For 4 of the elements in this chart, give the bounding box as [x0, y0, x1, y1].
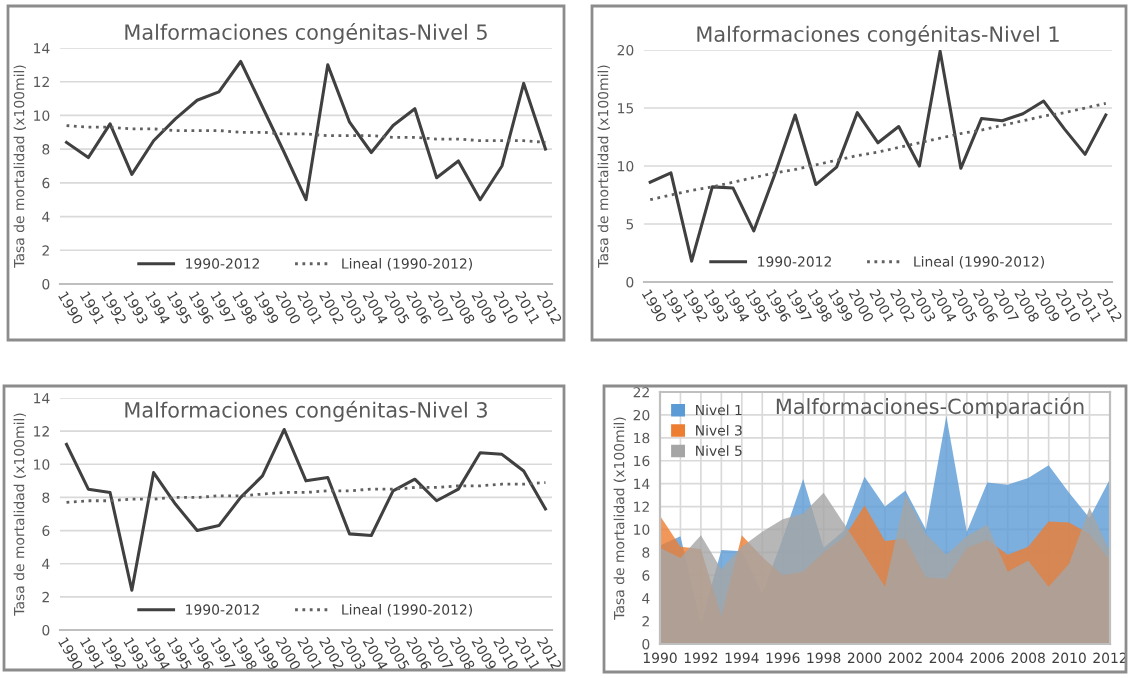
chart-title: Malformaciones congénitas-Nivel 1 — [697, 25, 1059, 46]
chart-title: Malformaciones-Comparación — [776, 397, 1084, 419]
chart-title: Malformaciones congénitas-Nivel 3 — [125, 400, 487, 422]
chart-title: Malformaciones congénitas-Nivel 5 — [125, 23, 487, 44]
